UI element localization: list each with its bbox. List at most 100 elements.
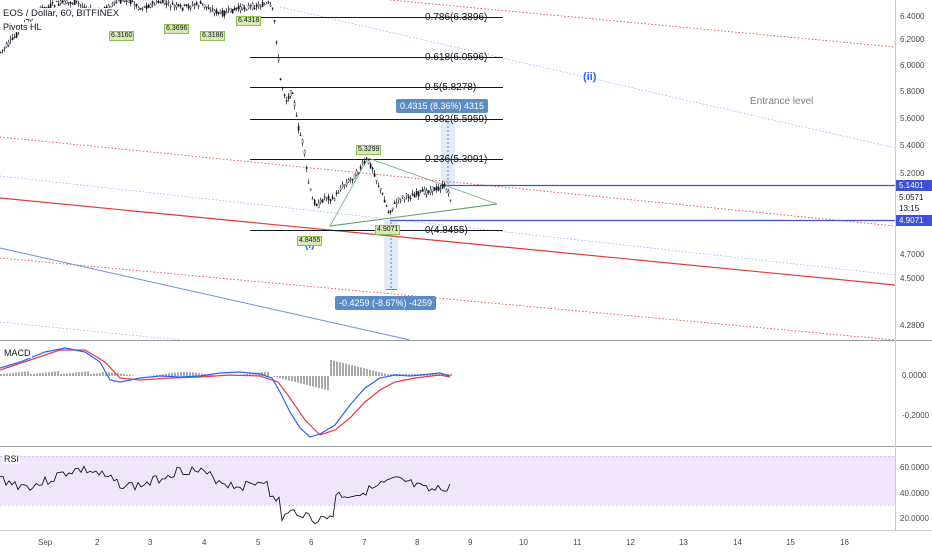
measure-label-down[interactable]: -0.4259 (-8.67%) -4259 [335, 296, 436, 310]
pivots-indicator-label[interactable]: Pivots HL [2, 22, 43, 32]
candle-body [338, 193, 339, 194]
candle-body [240, 7, 241, 11]
candle-body [326, 198, 327, 199]
candle-body [410, 198, 411, 199]
macd-histogram-bar [333, 361, 335, 376]
macd-histogram-bar [48, 372, 50, 376]
macd-histogram-bar [90, 374, 92, 376]
candle-body [140, 8, 141, 9]
entrance-level-label[interactable]: Entrance level [750, 96, 813, 107]
time-axis-label: Sep [38, 538, 52, 547]
macd-histogram-bar [6, 373, 8, 376]
candle-body [164, 1, 165, 4]
candle-body [78, 3, 79, 4]
macd-histogram-bar [291, 376, 293, 381]
red-dotted-upper[interactable] [390, 0, 895, 47]
rsi-title[interactable]: RSI [3, 454, 20, 464]
candle-body [448, 191, 449, 193]
macd-histogram-bar [183, 372, 185, 376]
time-axis-label: 4 [202, 538, 206, 547]
candle-body [372, 168, 373, 169]
macd-histogram-bar [339, 362, 341, 376]
price-tag-lower[interactable]: 4.9071 [896, 215, 932, 226]
candles-group[interactable] [0, 0, 451, 215]
candle-body [402, 196, 403, 197]
macd-histogram-bar [300, 376, 302, 384]
macd-histogram-bar [381, 373, 383, 376]
macd-histogram-bar [132, 375, 134, 376]
blue-solid-lower[interactable] [0, 248, 410, 340]
candle-body [350, 179, 351, 180]
candle-body [242, 5, 243, 9]
macd-histogram-bar [372, 371, 374, 377]
price-tag-countdown: 13:15 [896, 203, 932, 214]
candle-body [294, 103, 295, 106]
macd-histogram-bar [174, 373, 176, 376]
macd-histogram-bar [384, 374, 386, 377]
candle-body [166, 3, 167, 4]
red-solid-line[interactable] [0, 198, 895, 285]
candle-body [440, 189, 441, 190]
candle-body [152, 2, 153, 4]
time-axis-label: 5 [256, 538, 260, 547]
candle-body [222, 10, 223, 16]
macd-title[interactable]: MACD [3, 348, 32, 358]
candle-body [154, 4, 155, 5]
macd-axis-label: 0.0000 [902, 371, 926, 380]
macd-histogram-bar [0, 374, 2, 376]
macd-histogram-bar [129, 375, 131, 376]
candle-body [302, 140, 303, 143]
candle-body [284, 95, 285, 96]
candle-body [352, 179, 353, 180]
rsi-axis-label: 60.0000 [900, 463, 929, 472]
macd-histogram-bar [60, 374, 62, 376]
candle-body [404, 198, 405, 200]
macd-histogram-bar [108, 372, 110, 376]
candle-body [316, 204, 317, 205]
candle-body [80, 5, 81, 6]
triangle-pattern[interactable] [330, 158, 497, 226]
candle-body [278, 58, 279, 61]
candle-body [358, 172, 359, 173]
macd-signal-line[interactable] [0, 350, 450, 435]
measure-range-up[interactable] [441, 120, 455, 186]
blue-dotted-lower[interactable] [0, 322, 180, 340]
pivot-label: 6.4318 [236, 16, 261, 26]
candle-body [246, 10, 247, 11]
candle-body [332, 197, 333, 199]
macd-histogram-bar [279, 376, 281, 378]
price-tag-upper[interactable]: 5.1401 [896, 180, 932, 191]
candle-body [226, 12, 227, 13]
macd-histogram-bar [51, 372, 53, 376]
candle-body [76, 1, 77, 2]
time-axis-label: 11 [573, 538, 581, 547]
wave-ii-label[interactable]: (ii) [583, 71, 596, 83]
pivot-label: 6.3186 [200, 31, 225, 41]
measure-label-up[interactable]: 0.4315 (8.36%) 4315 [396, 99, 488, 113]
candle-body [176, 5, 177, 8]
candle-body [272, 8, 273, 9]
symbol-title[interactable]: EOS / Dollar, 60, BITFINEX [2, 8, 120, 19]
macd-histogram-bar [39, 373, 41, 376]
candle-body [116, 3, 117, 4]
candle-body [214, 10, 215, 13]
candle-body [200, 2, 201, 4]
time-axis-label: 2 [95, 538, 99, 547]
candle-body [412, 194, 413, 196]
candle-body [126, 1, 127, 2]
candle-body [54, 5, 55, 6]
candle-body [392, 208, 393, 209]
red-dotted-lower[interactable] [0, 258, 895, 340]
macd-histogram-bar [33, 374, 35, 376]
macd-histogram-bar [303, 376, 305, 384]
candle-body [266, 3, 267, 4]
candle-body [220, 12, 221, 14]
candle-body [130, 0, 131, 4]
candle-body [228, 9, 229, 10]
candle-body [328, 196, 329, 200]
price-tag-last[interactable]: 5.0571 [896, 192, 932, 203]
candle-body [390, 211, 391, 213]
candle-body [290, 90, 291, 96]
macd-line[interactable] [0, 348, 450, 437]
